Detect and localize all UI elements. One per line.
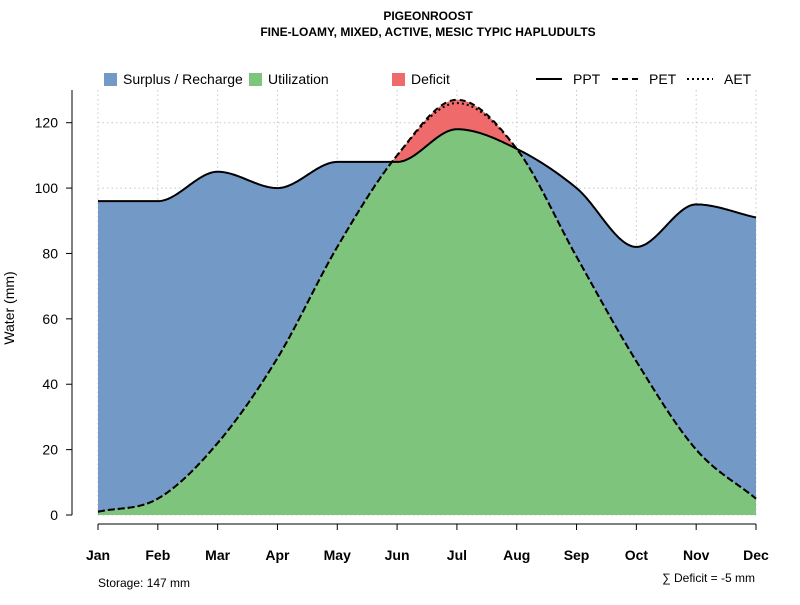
- deficit-sum-annotation: ∑ Deficit = -5 mm: [662, 571, 755, 585]
- legend-label-aet: AET: [724, 71, 752, 87]
- y-axis-label: Water (mm): [1, 271, 17, 344]
- x-tick-label: Dec: [743, 547, 769, 563]
- legend: Surplus / Recharge Utilization Deficit P…: [104, 71, 752, 87]
- x-tick-label: Jul: [447, 547, 467, 563]
- chart-title: PIGEONROOST: [383, 9, 473, 23]
- legend-label-pet: PET: [649, 71, 677, 87]
- legend-label-ppt: PPT: [573, 71, 601, 87]
- ppt-line: [98, 128, 757, 248]
- legend-swatch-utilization: [249, 73, 262, 86]
- x-tick-label: Feb: [145, 547, 170, 563]
- legend-swatch-deficit: [392, 73, 405, 86]
- y-tick-label: 0: [50, 507, 58, 523]
- y-tick-label: 80: [42, 245, 58, 261]
- area-layer: [98, 99, 756, 516]
- y-tick-label: 40: [42, 376, 58, 392]
- x-tick-label: May: [324, 547, 351, 563]
- storage-annotation: Storage: 147 mm: [98, 576, 190, 590]
- pet-line: [97, 98, 757, 513]
- x-tick-label: Jan: [86, 547, 110, 563]
- x-tick-label: Jun: [385, 547, 410, 563]
- x-tick-label: Oct: [625, 547, 649, 563]
- utilization-area: [98, 99, 756, 515]
- legend-label-utilization: Utilization: [268, 71, 329, 87]
- legend-label-surplus: Surplus / Recharge: [123, 71, 243, 87]
- x-tick-label: Mar: [205, 547, 230, 563]
- x-tick-label: Nov: [683, 547, 710, 563]
- axes: 0 20 40 60 80 100 120 Jan Feb Mar Apr May Jun Jul Aug S…: [35, 90, 769, 563]
- legend-label-deficit: Deficit: [411, 71, 450, 87]
- x-tick-label: Apr: [265, 547, 290, 563]
- y-tick-label: 120: [35, 115, 59, 131]
- x-tick-label: Aug: [503, 547, 530, 563]
- y-tick-label: 60: [42, 311, 58, 327]
- y-tick-label: 100: [35, 180, 59, 196]
- line-layer: [97, 98, 757, 513]
- chart-subtitle: FINE-LOAMY, MIXED, ACTIVE, MESIC TYPIC H…: [260, 25, 595, 39]
- aet-line: [97, 102, 757, 513]
- x-tick-label: Sep: [564, 547, 590, 563]
- legend-swatch-surplus: [104, 73, 117, 86]
- y-tick-label: 20: [42, 442, 58, 458]
